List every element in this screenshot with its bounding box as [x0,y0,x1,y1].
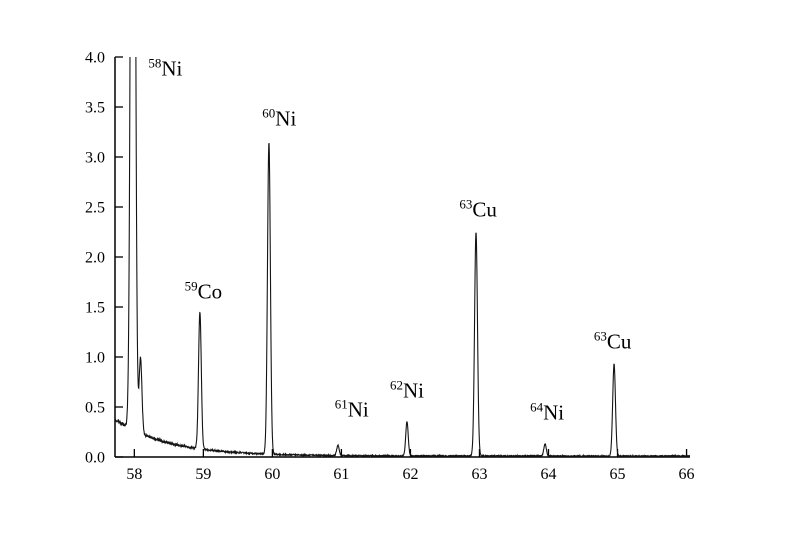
x-tick-label: 64 [540,466,556,483]
y-tick-label: 4.0 [85,50,105,67]
x-tick-label: 61 [333,466,349,483]
y-tick-label: 3.0 [85,150,105,167]
x-tick-label: 62 [402,466,418,483]
y-tick-label: 2.5 [85,200,105,217]
x-tick-label: 66 [679,466,695,483]
x-tick-label: 63 [471,466,487,483]
y-tick-label: 3.5 [85,100,105,117]
x-tick-label: 58 [126,466,142,483]
spectrum-line [115,57,690,457]
y-tick-label: 1.5 [85,300,105,317]
y-tick-label: 1.0 [85,350,105,367]
y-tick-label: 0.5 [85,400,105,417]
x-tick-label: 59 [195,466,211,483]
y-tick-label: 2.0 [85,250,105,267]
x-tick-label: 65 [610,466,626,483]
y-tick-label: 0.0 [85,450,105,467]
x-tick-label: 60 [264,466,280,483]
